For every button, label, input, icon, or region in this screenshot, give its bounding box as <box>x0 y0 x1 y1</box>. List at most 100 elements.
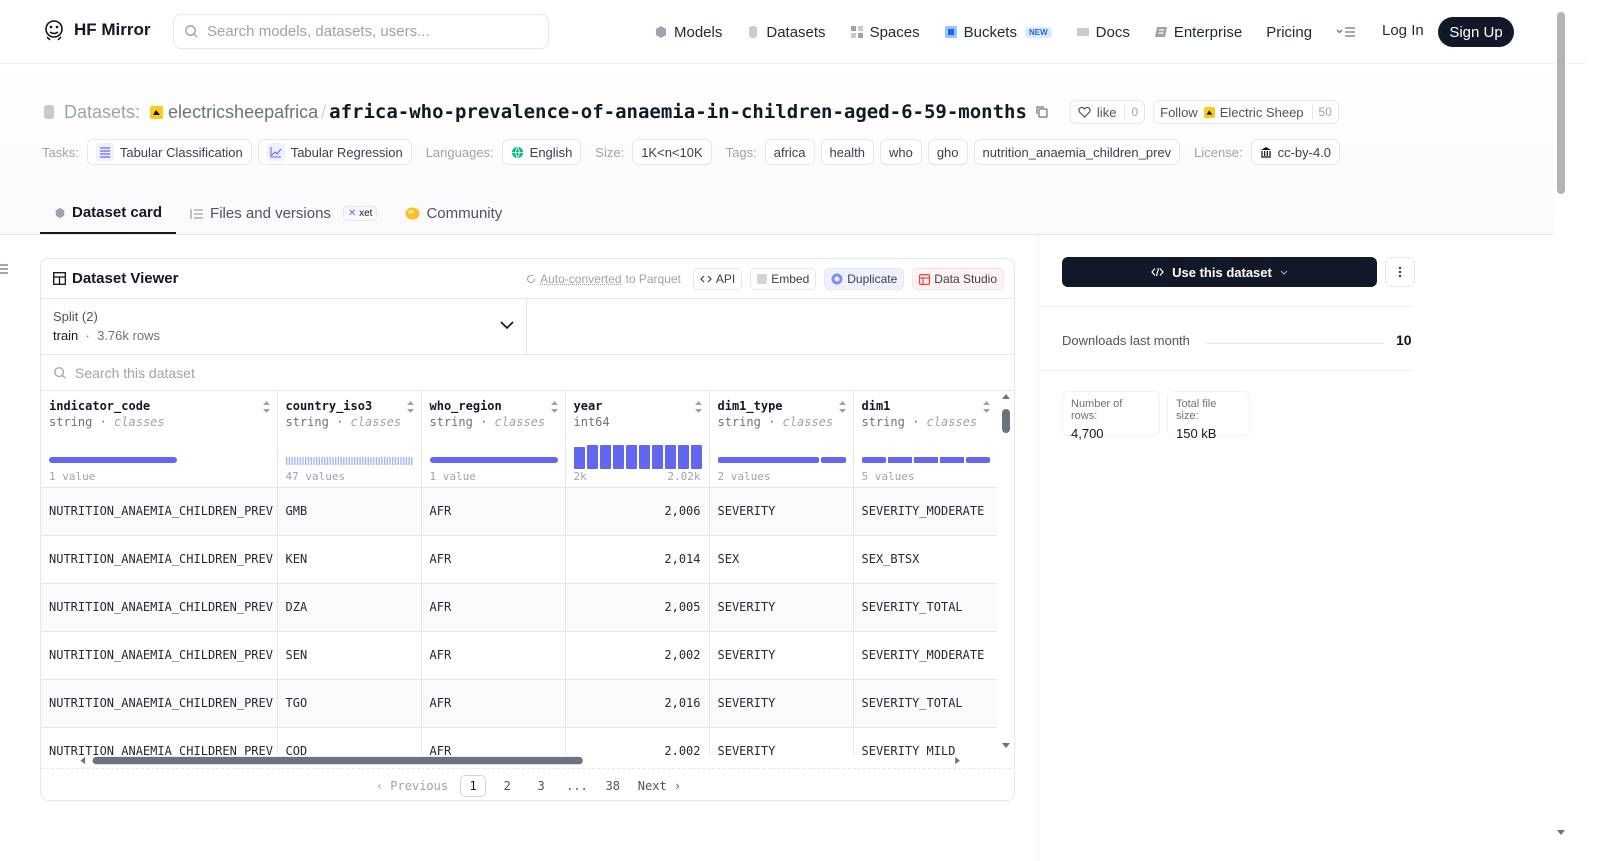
search-input[interactable] <box>207 23 527 40</box>
nav-item-spaces[interactable]: Spaces <box>850 24 920 41</box>
page-scrollbar[interactable] <box>1554 0 1568 861</box>
cell-dim1[interactable]: SEVERITY_MODERATE <box>853 487 997 536</box>
cell-country[interactable]: GMB <box>277 487 422 536</box>
embed-button[interactable]: Embed <box>750 268 817 290</box>
tab-community[interactable]: Community <box>391 193 516 234</box>
cell-region[interactable]: AFR <box>421 535 566 584</box>
cell-region[interactable]: AFR <box>421 679 566 728</box>
api-button[interactable]: API <box>692 268 743 290</box>
cell-dim1-type[interactable]: SEX <box>709 535 854 584</box>
nav-item-pricing[interactable]: Pricing <box>1266 24 1312 41</box>
tag-nutrition[interactable]: nutrition_anaemia_children_prev <box>973 139 1181 165</box>
cell-region[interactable]: AFR <box>421 487 566 536</box>
split-selector[interactable]: Split (2) train · 3.76k rows <box>41 299 527 354</box>
sort-icon[interactable] <box>550 400 559 414</box>
tag-size[interactable]: 1K<n<10K <box>632 139 712 165</box>
cell-dim1[interactable]: SEVERITY_TOTAL <box>853 583 997 632</box>
duplicate-button[interactable]: Duplicate <box>824 268 905 290</box>
tag-task-regression[interactable]: Tabular Regression <box>257 139 412 165</box>
cell-dim1[interactable]: SEVERITY_TOTAL <box>853 679 997 728</box>
column-header-dim1[interactable]: dim1 string · classes 5 values <box>853 391 997 488</box>
page-1-button[interactable]: 1 <box>460 774 487 797</box>
page-3-button[interactable]: 3 <box>537 778 545 793</box>
data-studio-button[interactable]: Data Studio <box>912 268 1004 290</box>
cell-year[interactable]: 2,002 <box>565 727 710 755</box>
table-row[interactable]: NUTRITION_ANAEMIA_CHILDREN_PREV GMB AFR 2,0… <box>41 487 997 536</box>
cell-year[interactable]: 2,014 <box>565 535 710 584</box>
table-row[interactable]: NUTRITION_ANAEMIA_CHILDREN_PREV COD AFR 2,0… <box>41 727 997 755</box>
login-link[interactable]: Log In <box>1382 22 1424 39</box>
sort-icon[interactable] <box>982 400 991 414</box>
sort-icon[interactable] <box>694 400 703 414</box>
column-header-year[interactable]: year int64 2k 2.02k <box>565 391 710 488</box>
cell-dim1-type[interactable]: SEVERITY <box>709 631 854 680</box>
cell-country[interactable]: DZA <box>277 583 422 632</box>
tag-language-english[interactable]: English <box>501 139 582 165</box>
signup-button[interactable]: Sign Up <box>1438 17 1514 47</box>
auto-converted-link[interactable]: Auto-converted <box>540 272 622 286</box>
follow-button[interactable]: Follow Electric Sheep 50 <box>1153 100 1339 124</box>
cell-dim1-type[interactable]: SEVERITY <box>709 583 854 632</box>
cell-year[interactable]: 2,016 <box>565 679 710 728</box>
cell-dim1-type[interactable]: SEVERITY <box>709 487 854 536</box>
cell-year[interactable]: 2,002 <box>565 631 710 680</box>
cell-region[interactable]: AFR <box>421 727 566 755</box>
cell-region[interactable]: AFR <box>421 583 566 632</box>
column-header-indicator-code[interactable]: indicator_code string · classes 1 value <box>41 391 278 488</box>
cell-dim1[interactable]: SEVERITY_MODERATE <box>853 631 997 680</box>
column-header-dim1-type[interactable]: dim1_type string · classes 2 values <box>709 391 854 488</box>
nav-item-docs[interactable]: Docs <box>1076 24 1130 41</box>
page-38-button[interactable]: 38 <box>605 778 620 793</box>
table-horizontal-scrollbar[interactable] <box>41 755 1015 769</box>
more-options-button[interactable] <box>1385 257 1415 287</box>
use-this-dataset-button[interactable]: Use this dataset <box>1062 257 1377 287</box>
owner-link[interactable]: electricsheepafrica <box>168 101 319 122</box>
tag-africa[interactable]: africa <box>764 139 815 165</box>
table-row[interactable]: NUTRITION_ANAEMIA_CHILDREN_PREV DZA AFR 2,0… <box>41 583 997 632</box>
sort-icon[interactable] <box>262 400 271 414</box>
column-header-who-region[interactable]: who_region string · classes 1 value <box>421 391 566 488</box>
cell-year[interactable]: 2,006 <box>565 487 710 536</box>
cell-country[interactable]: KEN <box>277 535 422 584</box>
cell-indicator-code[interactable]: NUTRITION_ANAEMIA_CHILDREN_PREV <box>41 583 278 632</box>
cell-country[interactable]: COD <box>277 727 422 755</box>
previous-page-button[interactable]: ‹ Previous <box>375 778 449 793</box>
sort-icon[interactable] <box>406 400 415 414</box>
copy-icon[interactable] <box>1035 105 1049 119</box>
cell-year[interactable]: 2,005 <box>565 583 710 632</box>
nav-item-datasets[interactable]: Datasets <box>746 24 826 41</box>
cell-indicator-code[interactable]: NUTRITION_ANAEMIA_CHILDREN_PREV <box>41 487 278 536</box>
page-2-button[interactable]: 2 <box>503 778 511 793</box>
dataset-search[interactable] <box>41 355 1014 391</box>
nav-item-enterprise[interactable]: Enterprise <box>1154 24 1242 41</box>
cell-country[interactable]: SEN <box>277 631 422 680</box>
cell-indicator-code[interactable]: NUTRITION_ANAEMIA_CHILDREN_PREV <box>41 535 278 584</box>
table-row[interactable]: NUTRITION_ANAEMIA_CHILDREN_PREV SEN AFR 2,0… <box>41 631 997 680</box>
cell-country[interactable]: TGO <box>277 679 422 728</box>
brand-logo[interactable]: HF Mirror <box>42 18 151 42</box>
cell-region[interactable]: AFR <box>421 631 566 680</box>
tag-gho[interactable]: gho <box>927 139 968 165</box>
cell-dim1[interactable]: SEX_BTSX <box>853 535 997 584</box>
column-header-country-iso3[interactable]: country_iso3 string · classes 47 values <box>277 391 422 488</box>
tag-health[interactable]: health <box>820 139 874 165</box>
tab-files[interactable]: Files and versions ✕ xet <box>176 193 391 234</box>
tab-dataset-card[interactable]: Dataset card <box>40 193 177 234</box>
dataset-search-input[interactable] <box>75 364 575 381</box>
cell-dim1-type[interactable]: SEVERITY <box>709 727 854 755</box>
table-row[interactable]: NUTRITION_ANAEMIA_CHILDREN_PREV KEN AFR 2,0… <box>41 535 997 584</box>
dataset-name[interactable]: africa-who-prevalence-of-anaemia-in-chil… <box>329 101 1027 123</box>
cell-indicator-code[interactable]: NUTRITION_ANAEMIA_CHILDREN_PREV <box>41 679 278 728</box>
tag-task-classification[interactable]: Tabular Classification <box>86 139 252 165</box>
like-button[interactable]: like 0 <box>1069 100 1146 124</box>
tag-license[interactable]: cc-by-4.0 <box>1250 139 1341 165</box>
global-search[interactable] <box>173 14 549 49</box>
sidebar-toggle-icon[interactable] <box>0 264 9 274</box>
cell-indicator-code[interactable]: NUTRITION_ANAEMIA_CHILDREN_PREV <box>41 631 278 680</box>
tag-who[interactable]: who <box>879 139 922 165</box>
next-page-button[interactable]: Next › <box>637 778 682 793</box>
cell-indicator-code[interactable]: NUTRITION_ANAEMIA_CHILDREN_PREV <box>41 727 278 755</box>
more-menu-button[interactable] <box>1336 25 1356 39</box>
cell-dim1[interactable]: SEVERITY_MILD <box>853 727 997 755</box>
nav-item-models[interactable]: Models <box>654 24 722 41</box>
